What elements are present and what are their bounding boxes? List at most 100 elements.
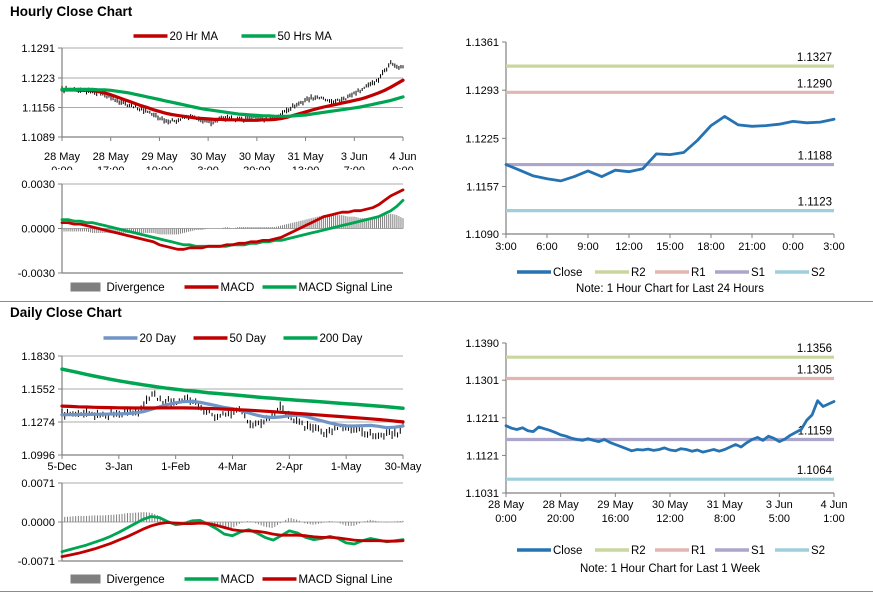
y-tick-label: 1.1031 (465, 488, 499, 500)
legend-swatch-divergence (70, 282, 101, 292)
section-separator-top (0, 301, 873, 302)
y-tick-label: 1.1293 (465, 85, 499, 97)
legend-label: 20 Day (140, 333, 177, 345)
y-tick-label: 0.0030 (21, 179, 55, 191)
x-tick-label: 12:00 (656, 513, 684, 525)
level-label-r2: 1.1356 (797, 343, 832, 355)
legend-label: MACD Signal Line (299, 574, 393, 586)
series-200-day (60, 367, 405, 410)
legend-label: MACD (221, 282, 255, 294)
x-tick-label: 17:00 (97, 165, 125, 170)
y-tick-label: 1.1361 (465, 37, 499, 49)
x-tick-label: 21:00 (738, 241, 766, 253)
x-tick-label: 6:00 (536, 241, 557, 253)
x-tick-label: 30 May (239, 151, 276, 163)
series-close (504, 115, 836, 183)
x-tick-label: 30 May (190, 151, 227, 163)
x-tick-label: 8:00 (714, 513, 735, 525)
y-tick-label: 1.1830 (21, 351, 55, 363)
x-tick-label: 9:00 (577, 241, 598, 253)
x-tick-label: 20:00 (547, 513, 575, 525)
legend-swatch-divergence (70, 574, 101, 584)
x-tick-label: 3-Jan (105, 461, 133, 473)
y-tick-label: 1.1157 (466, 182, 499, 194)
y-tick-label: -0.0071 (18, 556, 55, 568)
x-tick-label: 13:00 (292, 165, 320, 170)
level-label-s2: 1.1064 (797, 465, 833, 477)
x-tick-label: 3:00 (823, 241, 844, 253)
x-tick-label: 28 May (543, 499, 580, 511)
y-tick-label: 1.0996 (21, 450, 55, 462)
legend-label: Divergence (107, 282, 165, 294)
level-label-s2: 1.1123 (798, 197, 832, 209)
hourly-macd-chart: 0.0030 0.0000 -0.0030 Divergence MACD MACD Si… (18, 179, 405, 294)
x-tick-label: 30-May (385, 461, 422, 473)
y-tick-label: 1.1090 (465, 229, 499, 241)
x-tick-label: 4-Mar (218, 461, 247, 473)
legend-label: 50 Hrs MA (278, 31, 333, 43)
legend-label: S2 (811, 267, 825, 279)
x-tick-label: 0:00 (495, 513, 516, 525)
legend-label: S2 (811, 545, 825, 557)
chart-note: Note: 1 Hour Chart for Last 1 Week (580, 563, 760, 575)
y-tick-label: 1.1274 (21, 417, 55, 429)
legend-label: 200 Day (320, 333, 363, 345)
x-tick-label: 4 Jun (821, 499, 848, 511)
x-tick-label: 29 May (597, 499, 634, 511)
y-tick-label: -0.0030 (18, 268, 55, 280)
y-tick-label: 1.1552 (21, 384, 55, 396)
x-tick-label: 3 Jun (341, 151, 368, 163)
y-tick-label: 0.0071 (21, 478, 55, 490)
y-tick-label: 1.1089 (21, 132, 55, 144)
legend-label: Close (553, 545, 582, 557)
x-tick-label: 7:00 (344, 165, 365, 170)
x-tick-label: 0:00 (392, 165, 413, 170)
x-tick-label: 18:00 (697, 241, 725, 253)
legend-label: 50 Day (230, 333, 267, 345)
x-tick-label: 15:00 (656, 241, 684, 253)
x-tick-label: 3:00 (495, 241, 516, 253)
level-label-s1: 1.1159 (798, 426, 832, 438)
x-tick-label: 3 Jun (766, 499, 793, 511)
x-tick-label: 10:00 (146, 165, 174, 170)
y-tick-label: 1.1223 (21, 73, 55, 85)
y-tick-label: 1.1211 (466, 413, 499, 425)
level-label-r1: 1.1305 (797, 365, 832, 377)
x-tick-label: 28 May (44, 151, 81, 163)
legend-label: MACD Signal Line (299, 282, 393, 294)
x-tick-label: 3:00 (197, 165, 218, 170)
x-tick-label: 0:00 (782, 241, 803, 253)
x-tick-label: 5:00 (769, 513, 790, 525)
x-tick-label: 31 May (288, 151, 325, 163)
level-label-r2: 1.1327 (797, 52, 832, 64)
daily-macd-chart: 0.0071 0.0000 -0.0071 Divergence MACD MACD Si… (18, 478, 405, 586)
y-tick-label: 1.1225 (465, 133, 499, 145)
y-tick-label: 1.1291 (21, 43, 55, 55)
x-tick-label: 4 Jun (390, 151, 417, 163)
series-macd-signal-line (60, 521, 405, 558)
legend-label: R2 (631, 545, 646, 557)
x-tick-label: 28 May (488, 499, 525, 511)
x-tick-label: 28 May (93, 151, 130, 163)
y-tick-label: 0.0000 (21, 224, 55, 236)
legend-label: Divergence (107, 574, 165, 586)
y-tick-label: 1.1301 (465, 375, 499, 387)
series-macd-signal-line (60, 198, 405, 248)
x-tick-label: 29 May (141, 151, 178, 163)
x-tick-label: 31 May (707, 499, 744, 511)
hourly-section-title: Hourly Close Chart (10, 4, 133, 19)
level-label-s1: 1.1188 (798, 151, 832, 163)
x-tick-label: 12:00 (615, 241, 643, 253)
daily-section-title: Daily Close Chart (10, 305, 122, 320)
series-macd (60, 515, 405, 554)
legend-label: R1 (691, 267, 706, 279)
x-tick-label: 20:00 (243, 165, 271, 170)
x-tick-label: 2-Apr (276, 461, 303, 473)
legend-label: S1 (751, 545, 765, 557)
section-separator-bottom (0, 591, 873, 592)
legend-label: Close (553, 267, 582, 279)
x-tick-label: 5-Dec (47, 461, 77, 473)
